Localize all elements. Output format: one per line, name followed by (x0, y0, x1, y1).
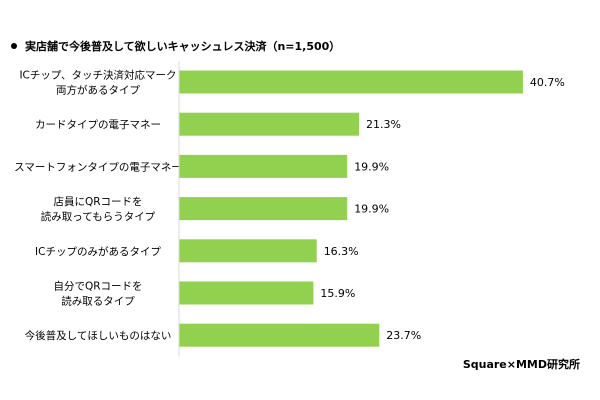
category-label-line: ICチップのみがあるタイプ (35, 245, 161, 258)
category-label-line: スマートフォンタイプの電子マネー (14, 161, 182, 173)
category-label: カードタイプの電子マネー (35, 119, 161, 131)
bar (179, 281, 314, 305)
category-label: 今後普及してほしいものはない (25, 329, 172, 342)
category-label-line: カードタイプの電子マネー (35, 119, 161, 131)
bar-value-label: 40.7% (530, 76, 565, 89)
source-credit: Square×MMD研究所 (462, 358, 580, 371)
bar-value-label: 23.7% (386, 329, 421, 342)
bar-value-label: 16.3% (324, 245, 359, 258)
category-label: ICチップ、タッチ決済対応マーク両方があるタイプ (19, 69, 176, 97)
value-labels: 40.7% 21.3% 19.9% 19.9% 16.3% 15.9% 23.7% (320, 76, 564, 342)
category-labels: ICチップ、タッチ決済対応マーク両方があるタイプカードタイプの電子マネースマート… (14, 69, 182, 343)
bar-value-label: 21.3% (366, 118, 401, 131)
category-label: 自分でQRコードを読み取るタイプ (53, 280, 142, 308)
bar (179, 154, 348, 178)
bar (179, 239, 317, 263)
bar-value-label: 19.9% (354, 203, 389, 216)
category-label: 店員にQRコードを読み取ってもらうタイプ (41, 195, 156, 223)
bar-value-label: 19.9% (354, 160, 389, 173)
category-label-line: 両方があるタイプ (56, 84, 140, 97)
category-label-line: 読み取るタイプ (61, 295, 135, 308)
chart-title: 実店舗で今後普及して欲しいキャッシュレス決済（n=1,500） (25, 40, 341, 53)
bar (179, 70, 523, 94)
bars (179, 70, 523, 347)
bar-value-label: 15.9% (320, 287, 355, 300)
bar (179, 112, 359, 136)
bar (179, 323, 380, 347)
category-label-line: 読み取ってもらうタイプ (41, 210, 156, 223)
category-label: スマートフォンタイプの電子マネー (14, 161, 182, 173)
bar (179, 197, 348, 221)
category-label-line: ICチップ、タッチ決済対応マーク (19, 69, 176, 82)
chart-title-row: 実店舗で今後普及して欲しいキャッシュレス決済（n=1,500） (11, 38, 340, 54)
category-label-line: 店員にQRコードを (53, 195, 142, 208)
bullet-icon (11, 43, 17, 49)
category-label-line: 自分でQRコードを (53, 280, 142, 293)
category-label: ICチップのみがあるタイプ (35, 245, 161, 258)
category-label-line: 今後普及してほしいものはない (25, 329, 172, 342)
